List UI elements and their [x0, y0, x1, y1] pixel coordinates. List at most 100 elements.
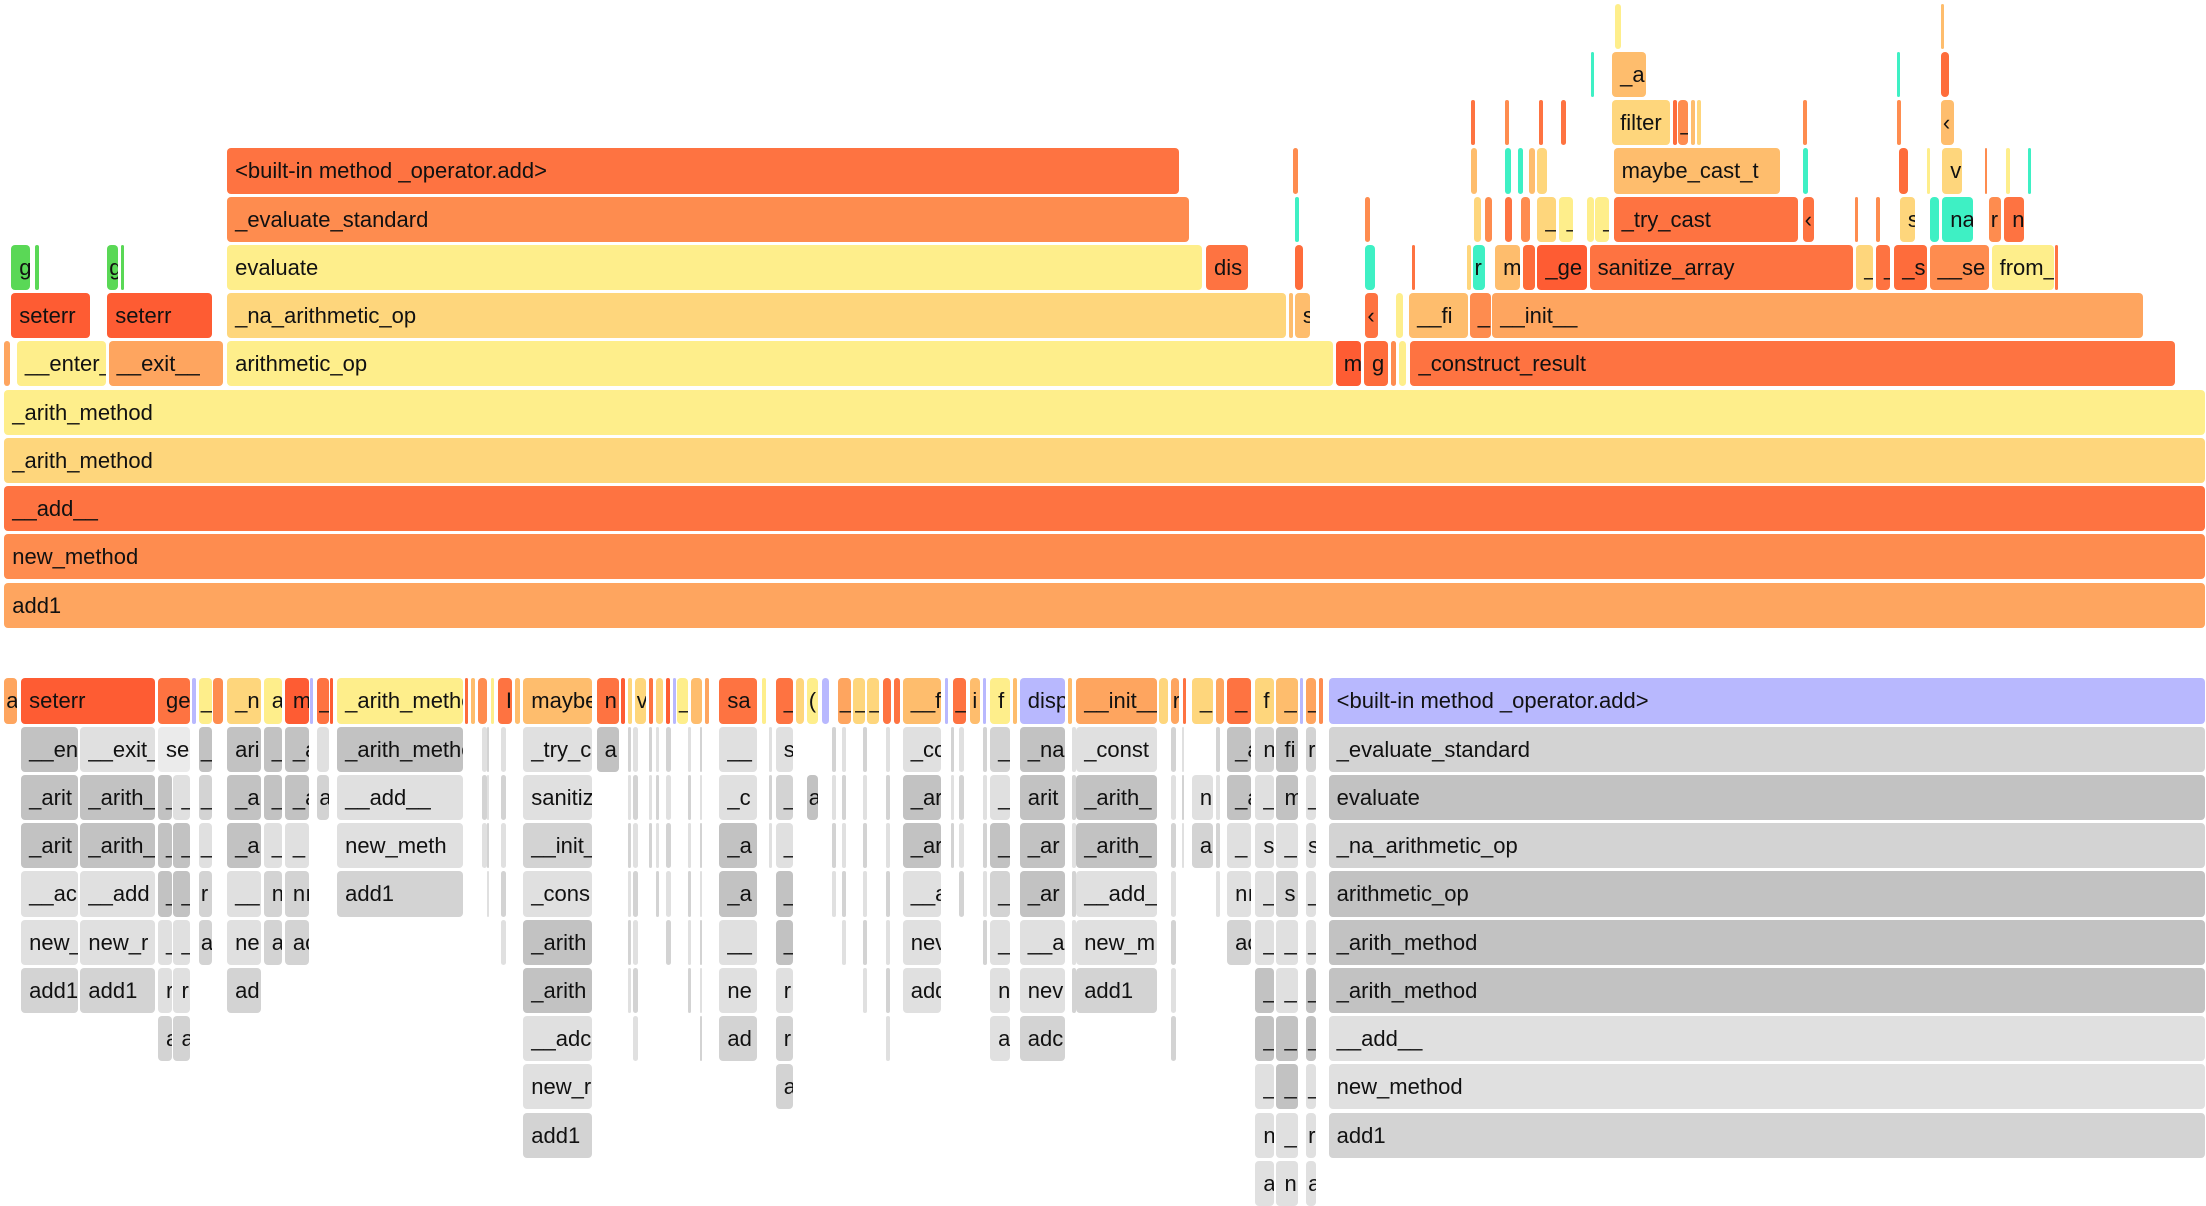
flame-frame[interactable]: m — [1276, 774, 1298, 821]
flame-frame[interactable]: adc — [1019, 1016, 1065, 1062]
flame-frame[interactable] — [490, 678, 494, 724]
flame-frame[interactable]: __init_ — [523, 823, 593, 869]
flame-frame[interactable]: _na_arithmetic_op — [227, 293, 1287, 339]
flame-frame[interactable]: a — [263, 919, 283, 965]
flame-frame[interactable] — [1528, 148, 1535, 194]
flame-frame[interactable]: _ — [1255, 919, 1274, 965]
flame-frame[interactable]: _ — [173, 823, 191, 869]
flame-frame[interactable]: _ — [1276, 823, 1298, 869]
flame-frame[interactable]: a — [4, 678, 17, 724]
flame-frame[interactable] — [620, 678, 625, 724]
flame-frame[interactable]: a — [198, 919, 212, 965]
flame-frame[interactable]: _try_c — [523, 726, 593, 772]
flame-frame[interactable] — [1396, 293, 1404, 339]
flame-frame[interactable]: r — [1170, 678, 1180, 724]
flame-frame[interactable]: _ — [953, 678, 967, 724]
flame-frame[interactable]: _ — [775, 871, 793, 917]
flame-frame[interactable] — [2028, 148, 2032, 194]
flame-frame[interactable]: v — [634, 678, 646, 724]
flame-frame[interactable] — [1390, 341, 1397, 387]
flame-frame[interactable]: _ — [1306, 678, 1316, 724]
flame-frame[interactable] — [1561, 100, 1566, 146]
flame-frame[interactable] — [1854, 196, 1858, 242]
flame-frame[interactable]: evaluate — [227, 244, 1202, 290]
flame-frame[interactable] — [1940, 3, 1944, 49]
flame-frame[interactable]: I — [497, 678, 512, 724]
flame-frame[interactable]: s — [1306, 823, 1316, 869]
flame-frame[interactable]: _ — [775, 678, 793, 724]
flame-frame[interactable] — [1517, 148, 1524, 194]
flame-frame[interactable]: ad — [719, 1016, 758, 1062]
flame-frame[interactable]: new_m — [1076, 919, 1157, 965]
flame-frame[interactable] — [1067, 678, 1072, 724]
flame-frame[interactable] — [945, 678, 948, 724]
flame-frame[interactable]: s — [775, 726, 793, 772]
flame-frame[interactable]: _ — [157, 774, 173, 821]
flame-frame[interactable]: fi — [1276, 726, 1298, 772]
flame-frame[interactable] — [705, 678, 710, 724]
flame-frame[interactable]: a — [1306, 1160, 1316, 1206]
flame-frame[interactable]: s — [1899, 196, 1916, 242]
flame-frame[interactable]: _evaluate_standard — [227, 196, 1190, 242]
flame-frame[interactable]: m — [1495, 244, 1521, 290]
flame-frame[interactable]: i — [970, 678, 981, 724]
flame-frame[interactable]: sanitize_array — [1589, 244, 1854, 290]
flame-frame[interactable] — [1875, 196, 1881, 242]
flame-frame[interactable] — [1293, 148, 1298, 194]
flame-frame[interactable]: f — [1255, 678, 1274, 724]
flame-frame[interactable]: _a — [284, 774, 309, 821]
flame-frame[interactable]: ac — [284, 919, 309, 965]
flame-frame[interactable] — [1537, 148, 1548, 194]
flame-frame[interactable]: _ — [990, 726, 1010, 772]
flame-frame[interactable]: _arith_method — [337, 678, 463, 724]
flame-frame[interactable]: _ — [263, 774, 283, 821]
flame-frame[interactable]: _ — [1227, 678, 1252, 724]
flame-frame[interactable]: add — [902, 967, 941, 1013]
flame-frame[interactable]: s — [1276, 871, 1298, 917]
flame-frame[interactable] — [478, 678, 487, 724]
flame-frame[interactable]: _a — [1227, 726, 1252, 772]
flame-frame[interactable] — [655, 678, 663, 724]
flame-frame[interactable]: _co — [902, 726, 941, 772]
flame-frame[interactable] — [1940, 51, 1950, 98]
flame-frame[interactable] — [1591, 51, 1594, 98]
flame-frame[interactable]: disp — [1019, 678, 1065, 724]
flame-frame[interactable]: ari — [227, 726, 261, 772]
flame-frame[interactable]: r — [1306, 1112, 1316, 1158]
flame-frame[interactable]: _ — [1306, 774, 1316, 821]
flame-frame[interactable] — [1897, 51, 1900, 98]
flame-frame[interactable]: __add__ — [337, 774, 463, 821]
flame-frame[interactable]: m — [1335, 341, 1362, 387]
flame-frame[interactable]: sanitiz — [523, 774, 593, 821]
flame-frame[interactable]: _arith_method — [1328, 919, 2205, 965]
flame-frame[interactable] — [1615, 3, 1621, 49]
flame-frame[interactable]: _arit — [21, 774, 78, 821]
flame-frame[interactable]: __enter__ — [16, 341, 106, 387]
flame-frame[interactable]: _ — [990, 774, 1010, 821]
flame-frame[interactable]: ‹ — [1365, 293, 1379, 339]
flame-frame[interactable]: __ — [719, 726, 758, 772]
flame-frame[interactable]: _a — [284, 726, 309, 772]
flame-frame[interactable] — [1520, 196, 1531, 242]
flame-frame[interactable]: ad — [227, 967, 261, 1013]
flame-frame[interactable] — [1538, 100, 1544, 146]
flame-frame[interactable] — [1411, 244, 1415, 290]
flame-frame[interactable]: _a — [1612, 51, 1647, 98]
flame-frame[interactable] — [691, 678, 703, 724]
flame-frame[interactable]: s — [1255, 823, 1274, 869]
flame-frame[interactable]: _ — [157, 823, 173, 869]
flame-frame[interactable] — [465, 678, 469, 724]
flame-frame[interactable]: _ — [1276, 1016, 1298, 1062]
flame-frame[interactable]: _ — [263, 823, 283, 869]
flame-frame[interactable]: evaluate — [1328, 774, 2205, 821]
flame-frame[interactable]: _ — [1558, 196, 1573, 242]
flame-frame[interactable] — [471, 678, 476, 724]
flame-frame[interactable]: _a — [719, 823, 758, 869]
flame-frame[interactable]: _ar — [902, 823, 941, 869]
flame-frame[interactable]: add1 — [337, 871, 463, 917]
flame-frame[interactable]: a — [775, 1064, 793, 1110]
flame-frame[interactable] — [761, 678, 766, 724]
flame-frame[interactable] — [1183, 678, 1187, 724]
flame-frame[interactable] — [1318, 678, 1324, 724]
flame-frame[interactable]: __ — [719, 919, 758, 965]
